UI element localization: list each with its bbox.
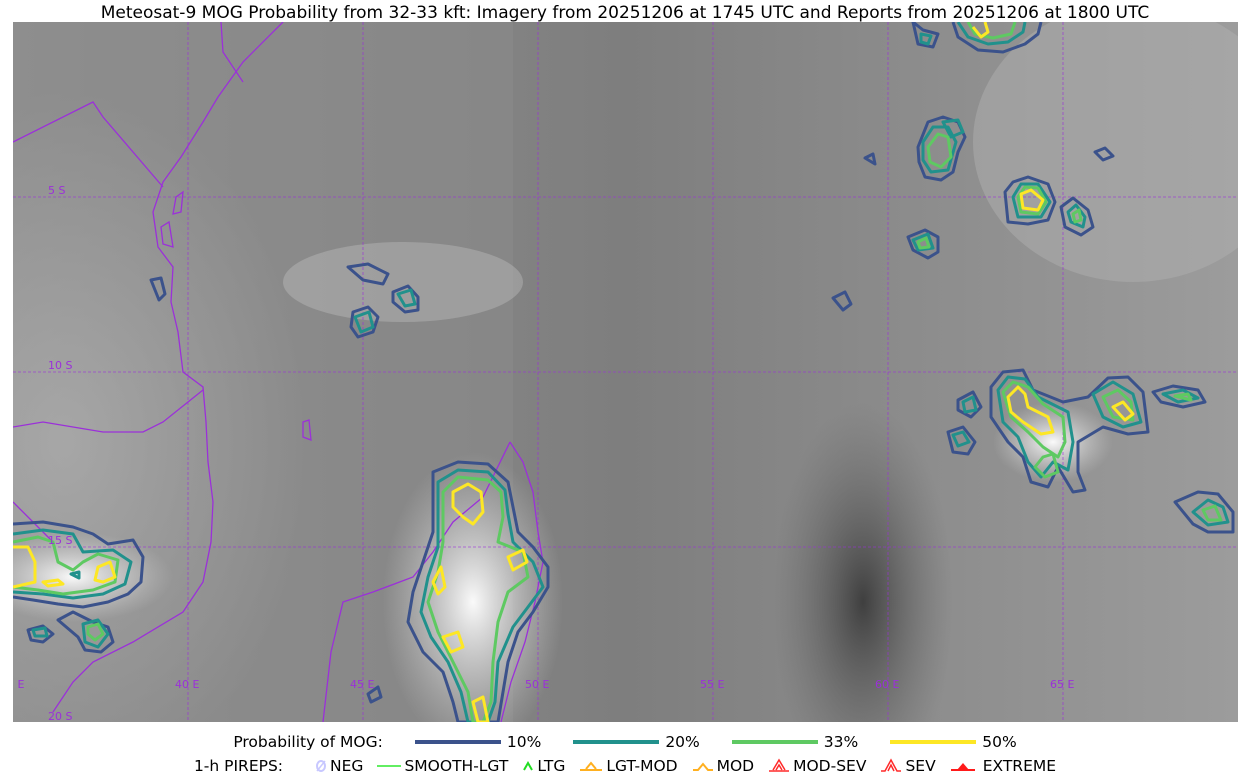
lat-lon-grid bbox=[13, 22, 1238, 722]
swatch-20 bbox=[573, 740, 660, 744]
pirep-lgt-mod: LGT-MOD bbox=[579, 757, 678, 775]
lat-label: 20 S bbox=[48, 710, 72, 722]
caret-bar-icon bbox=[580, 761, 603, 771]
line-icon bbox=[377, 765, 402, 767]
probability-legend-title: Probability of MOG: bbox=[233, 733, 383, 751]
pirep-sev: SEV bbox=[880, 757, 936, 775]
pirep-neg: NEG bbox=[315, 757, 363, 775]
pirep-smooth-lgt: SMOOTH-LGT bbox=[377, 757, 508, 775]
lon-label: 65 E bbox=[1050, 678, 1074, 691]
lon-label: 40 E bbox=[175, 678, 199, 691]
lon-label: 55 E bbox=[700, 678, 724, 691]
probability-legend: Probability of MOG: 10% 20% 33% 50% bbox=[0, 733, 1250, 751]
lon-label: 45 E bbox=[350, 678, 374, 691]
lon-labels: 35 E 40 E 45 E 50 E 55 E 60 E 65 E bbox=[13, 678, 1074, 691]
pireps-legend-title: 1-h PIREPS: bbox=[193, 757, 284, 775]
contour-33-percent bbox=[13, 22, 1223, 722]
satellite-map: 35 E 40 E 45 E 50 E 55 E 60 E 65 E 5 S 1… bbox=[13, 22, 1238, 722]
pirep-ltg: LTG bbox=[522, 757, 565, 775]
caret-icon bbox=[692, 762, 713, 771]
legend-label: 10% bbox=[506, 733, 542, 751]
lat-label: 15 S bbox=[48, 534, 72, 547]
lon-label: 50 E bbox=[525, 678, 549, 691]
swatch-10 bbox=[414, 740, 501, 744]
contour-10-percent bbox=[13, 22, 1235, 722]
contour-20-percent bbox=[13, 22, 1230, 722]
double-caret-icon bbox=[881, 758, 902, 772]
coastlines bbox=[13, 22, 544, 722]
mog-contours bbox=[13, 22, 1235, 722]
swatch-33 bbox=[731, 740, 818, 744]
pirep-mod-sev: MOD-SEV bbox=[768, 757, 866, 775]
pireps-legend: 1-h PIREPS: NEG SMOOTH-LGT LTG LGT-MOD M… bbox=[0, 757, 1250, 775]
swatch-50 bbox=[890, 740, 977, 744]
lon-label: 60 E bbox=[875, 678, 899, 691]
contour-50-percent bbox=[13, 22, 1135, 722]
lat-label: 10 S bbox=[48, 359, 72, 372]
pirep-extreme: EXTREME bbox=[950, 757, 1056, 775]
lon-label: 35 E bbox=[13, 678, 24, 691]
pirep-mod: MOD bbox=[692, 757, 754, 775]
legend-label: 20% bbox=[665, 733, 700, 751]
map-title: Meteosat-9 MOG Probability from 32-33 kf… bbox=[100, 3, 1150, 23]
filled-triangle-icon bbox=[950, 763, 975, 771]
legend-label: 50% bbox=[982, 733, 1017, 751]
neg-icon bbox=[316, 760, 327, 772]
double-caret-bar-icon bbox=[769, 758, 790, 772]
lat-label: 5 S bbox=[48, 184, 65, 197]
lat-labels: 5 S 10 S 15 S 20 S bbox=[48, 184, 72, 722]
legend-label: 33% bbox=[823, 733, 859, 751]
caret-icon bbox=[523, 760, 534, 771]
